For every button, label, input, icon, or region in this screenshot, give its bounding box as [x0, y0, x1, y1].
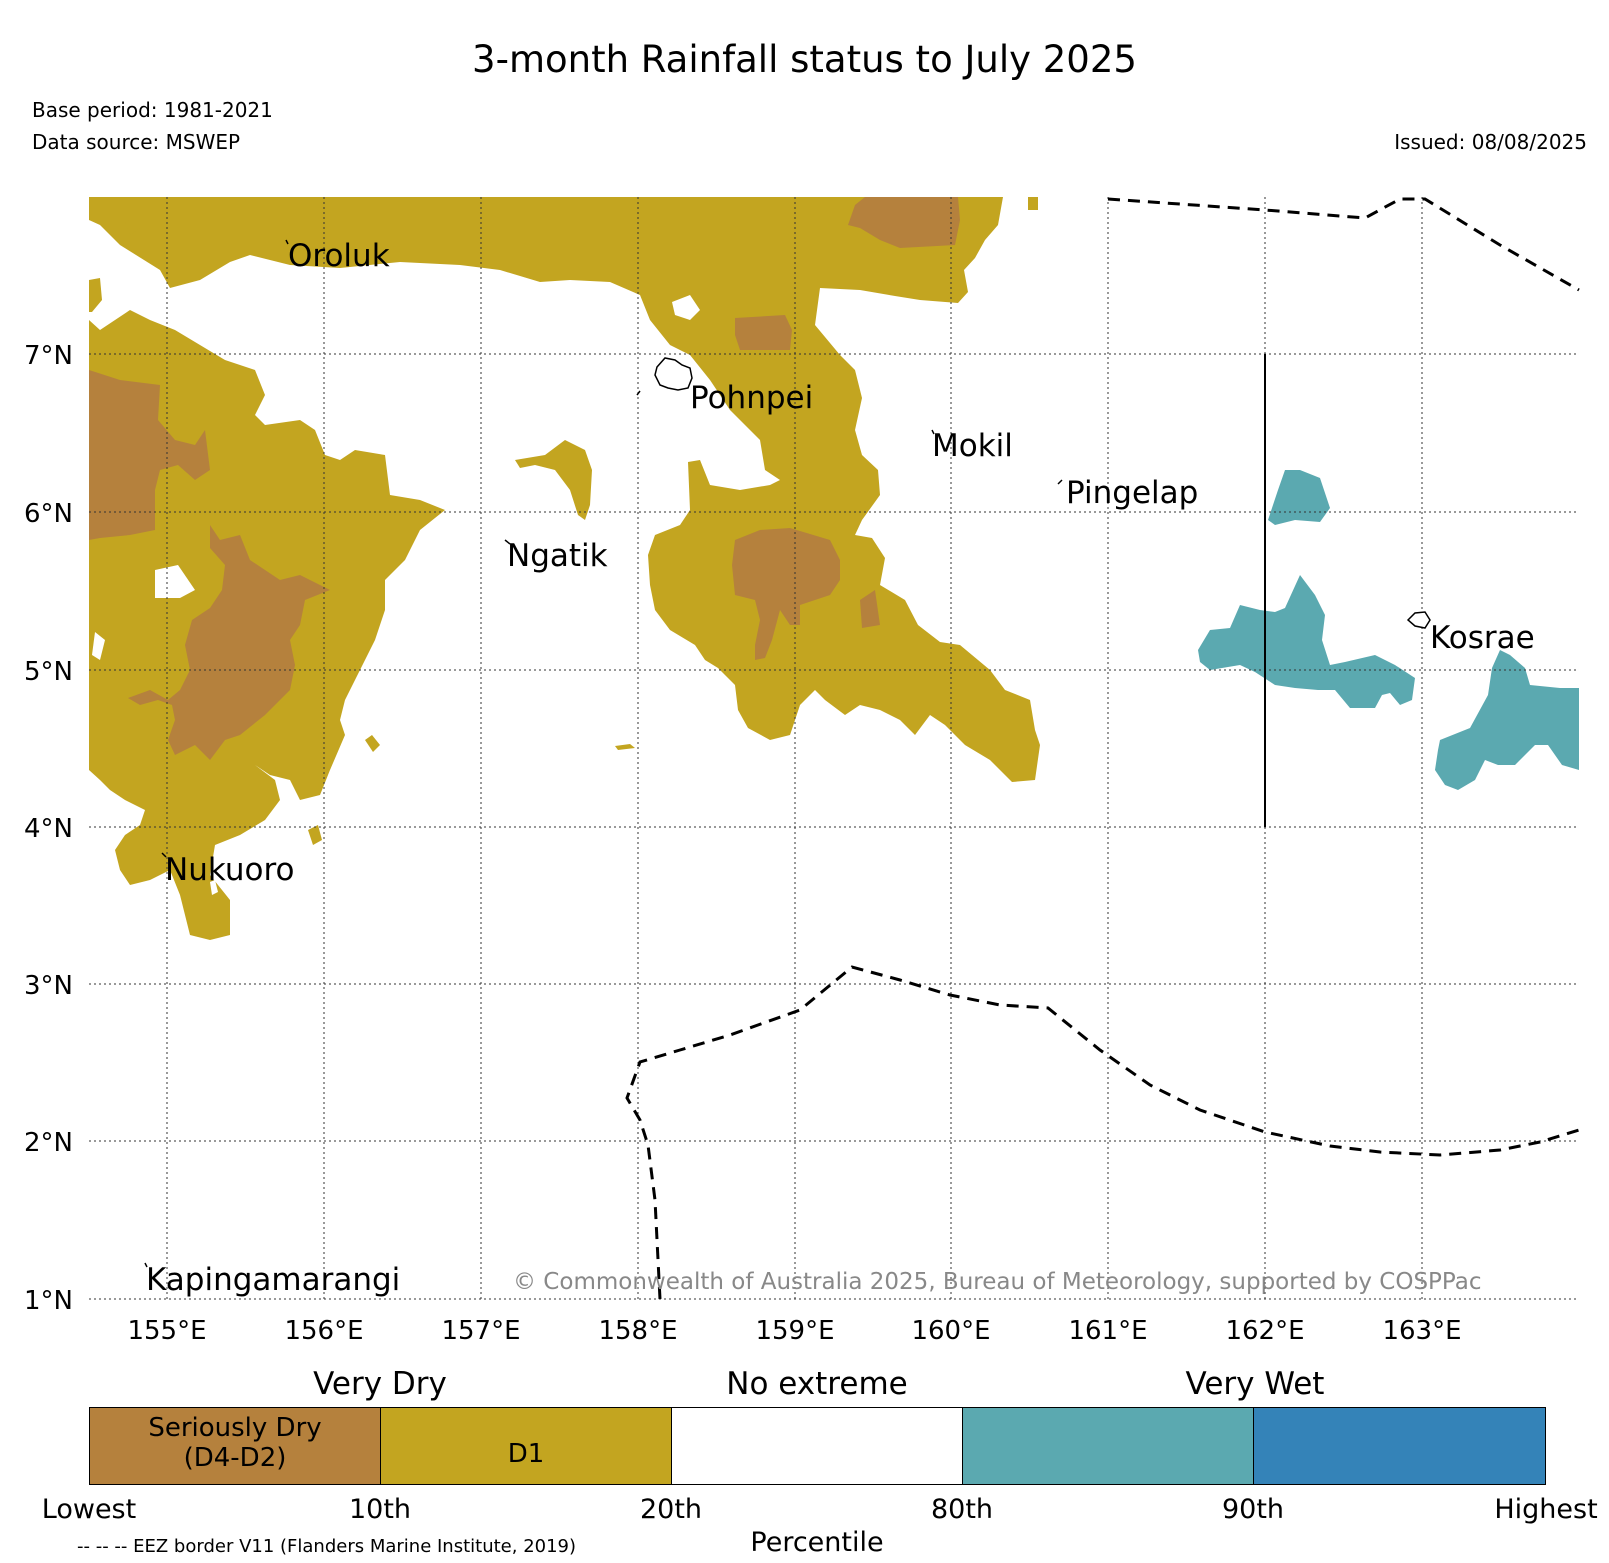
lon-tick: 160°E [911, 1316, 990, 1346]
lat-tick: 5°N [24, 657, 73, 687]
d1-region-small-north2 [89, 278, 102, 312]
place-label-ngatik: Ngatik [507, 538, 608, 574]
lon-tick: 158°E [598, 1316, 677, 1346]
seriously-dry-central [732, 528, 840, 660]
lat-tick-labels: 7°N 6°N 5°N 4°N 3°N 2°N 1°N [24, 341, 73, 1316]
seriously-dry-west [89, 370, 210, 540]
d1-region-islet-3 [615, 744, 635, 750]
lat-tick: 2°N [24, 1128, 73, 1158]
percentile-lowest: Lowest [41, 1494, 137, 1525]
d1-region-small-north3 [1028, 197, 1038, 210]
legend-box-seriously-dry: Seriously Dry (D4-D2) [89, 1407, 381, 1485]
legend-box-80-90 [962, 1407, 1254, 1485]
lon-tick: 157°E [441, 1316, 520, 1346]
very-wet-kosrae-north [1268, 470, 1330, 525]
percentile-20th: 20th [639, 1494, 703, 1525]
legend-box-90-highest [1253, 1407, 1546, 1485]
lat-tick: 3°N [24, 971, 73, 1001]
chart-title: 3-month Rainfall status to July 2025 [472, 38, 1137, 81]
kosrae-outline [1406, 611, 1431, 629]
lon-tick: 155°E [127, 1316, 206, 1346]
legend-label-seriously-dry-line2: (D4-D2) [183, 1442, 287, 1473]
no-extreme-hole-4 [210, 880, 218, 895]
place-label-mokil: Mokil [932, 428, 1013, 464]
place-label-oroluk: Oroluk [288, 238, 390, 274]
legend-box-d1: D1 [380, 1407, 672, 1485]
no-extreme-hole-2 [92, 632, 105, 660]
pohnpei-outline [654, 357, 693, 391]
no-extreme-hole-1 [155, 565, 195, 598]
d1-region-islet-1 [365, 735, 380, 752]
very-wet-kosrae-west [1198, 575, 1415, 708]
legend-header-very-wet: Very Wet [1185, 1366, 1325, 1402]
place-label-nukuoro: Nukuoro [165, 852, 294, 888]
seriously-dry-pohnpei [735, 315, 792, 350]
lon-tick: 156°E [284, 1316, 363, 1346]
place-label-kosrae: Kosrae [1430, 620, 1535, 656]
legend-label-d1: D1 [507, 1439, 545, 1469]
d1-region-ngatik-east [515, 440, 592, 520]
rainfall-map: Oroluk Pohnpei Mokil Pingelap Ngatik Kos… [24, 197, 1580, 1346]
island-ticks [144, 239, 1063, 1268]
percentile-highest: Highest [1494, 1494, 1598, 1525]
percentile-80th: 80th [930, 1494, 994, 1525]
data-source: Data source: MSWEP [32, 130, 241, 154]
rainfall-fields [89, 197, 1579, 940]
lon-tick: 159°E [755, 1316, 834, 1346]
copyright-notice: © Commonwealth of Australia 2025, Bureau… [513, 1269, 1482, 1295]
lon-tick-labels: 155°E 156°E 157°E 158°E 159°E 160°E 161°… [127, 1316, 1461, 1346]
percentile-90th: 90th [1221, 1494, 1285, 1525]
lon-tick: 163°E [1382, 1316, 1461, 1346]
eez-border-note: -- -- -- EEZ border V11 (Flanders Marine… [77, 1536, 577, 1557]
d1-region-north [89, 197, 1040, 782]
lat-tick: 1°N [24, 1286, 73, 1316]
issued-date: Issued: 08/08/2025 [1394, 130, 1587, 154]
legend-box-no-extreme [671, 1407, 963, 1485]
lat-tick: 6°N [24, 499, 73, 529]
lat-tick: 7°N [24, 341, 73, 371]
percentile-10th: 10th [348, 1494, 412, 1525]
legend-label-seriously-dry-line1: Seriously Dry [148, 1413, 322, 1443]
legend-header-no-extreme: No extreme [726, 1366, 908, 1402]
base-period: Base period: 1981-2021 [32, 98, 273, 122]
no-extreme-hole-3 [672, 295, 700, 320]
d1-region-small-north [125, 218, 140, 235]
lon-tick: 162°E [1225, 1316, 1304, 1346]
place-label-kapingamarangi: Kapingamarangi [146, 1262, 400, 1298]
very-wet-east [1435, 650, 1579, 790]
seriously-dry-southwest [128, 525, 330, 760]
place-label-pohnpei: Pohnpei [690, 380, 813, 416]
seriously-dry-north [848, 197, 960, 248]
legend-label-seriously-dry: Seriously Dry (D4-D2) [90, 1413, 380, 1474]
place-label-pingelap: Pingelap [1066, 475, 1198, 511]
percentile-axis-title: Percentile [750, 1527, 884, 1558]
eez-border [625, 197, 1580, 1300]
d1-region-islet-2 [308, 825, 322, 845]
lat-tick: 4°N [24, 814, 73, 844]
legend-header-very-dry: Very Dry [313, 1366, 447, 1402]
lon-tick: 161°E [1068, 1316, 1147, 1346]
seriously-dry-central-2 [860, 590, 880, 628]
